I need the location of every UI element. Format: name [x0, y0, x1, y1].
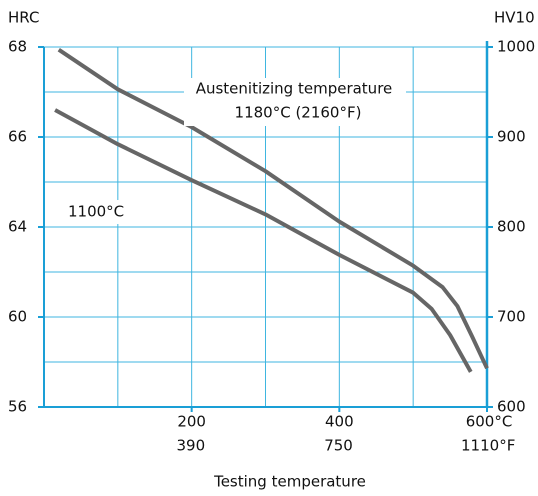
annotation: 1100°C [68, 203, 124, 221]
y-tick-label: 64 [8, 218, 27, 236]
x-tick-label: 200 [177, 413, 206, 431]
y2-axis-title: HV10 [494, 9, 535, 27]
annotation: 1180°C (2160°F) [235, 104, 362, 122]
x-axis-title: Testing temperature [213, 473, 366, 491]
y-tick-label: 60 [8, 308, 27, 326]
annotation-bg [64, 200, 136, 224]
y2-tick-label: 800 [497, 218, 526, 236]
y2-tick-label: 1000 [497, 38, 535, 56]
y2-tick-label: 600 [497, 398, 526, 416]
x2-tick-label: 750 [324, 437, 353, 455]
x2-tick-label: 1110°F [461, 437, 515, 455]
line-series [54, 108, 473, 373]
y2-tick-label: 700 [497, 308, 526, 326]
y2-tick-label: 900 [497, 128, 526, 146]
x-tick-label: 600°C [466, 413, 513, 431]
y-tick-label: 56 [8, 398, 27, 416]
y-tick-label: 66 [8, 128, 27, 146]
line-series [57, 48, 489, 370]
y-axis-title: HRC [8, 9, 39, 27]
y-tick-label: 68 [8, 38, 27, 56]
annotation: Austenitizing temperature [196, 80, 393, 98]
x2-tick-label: 390 [177, 437, 206, 455]
annotation-bg [184, 78, 406, 126]
x-tick-label: 400 [325, 413, 354, 431]
